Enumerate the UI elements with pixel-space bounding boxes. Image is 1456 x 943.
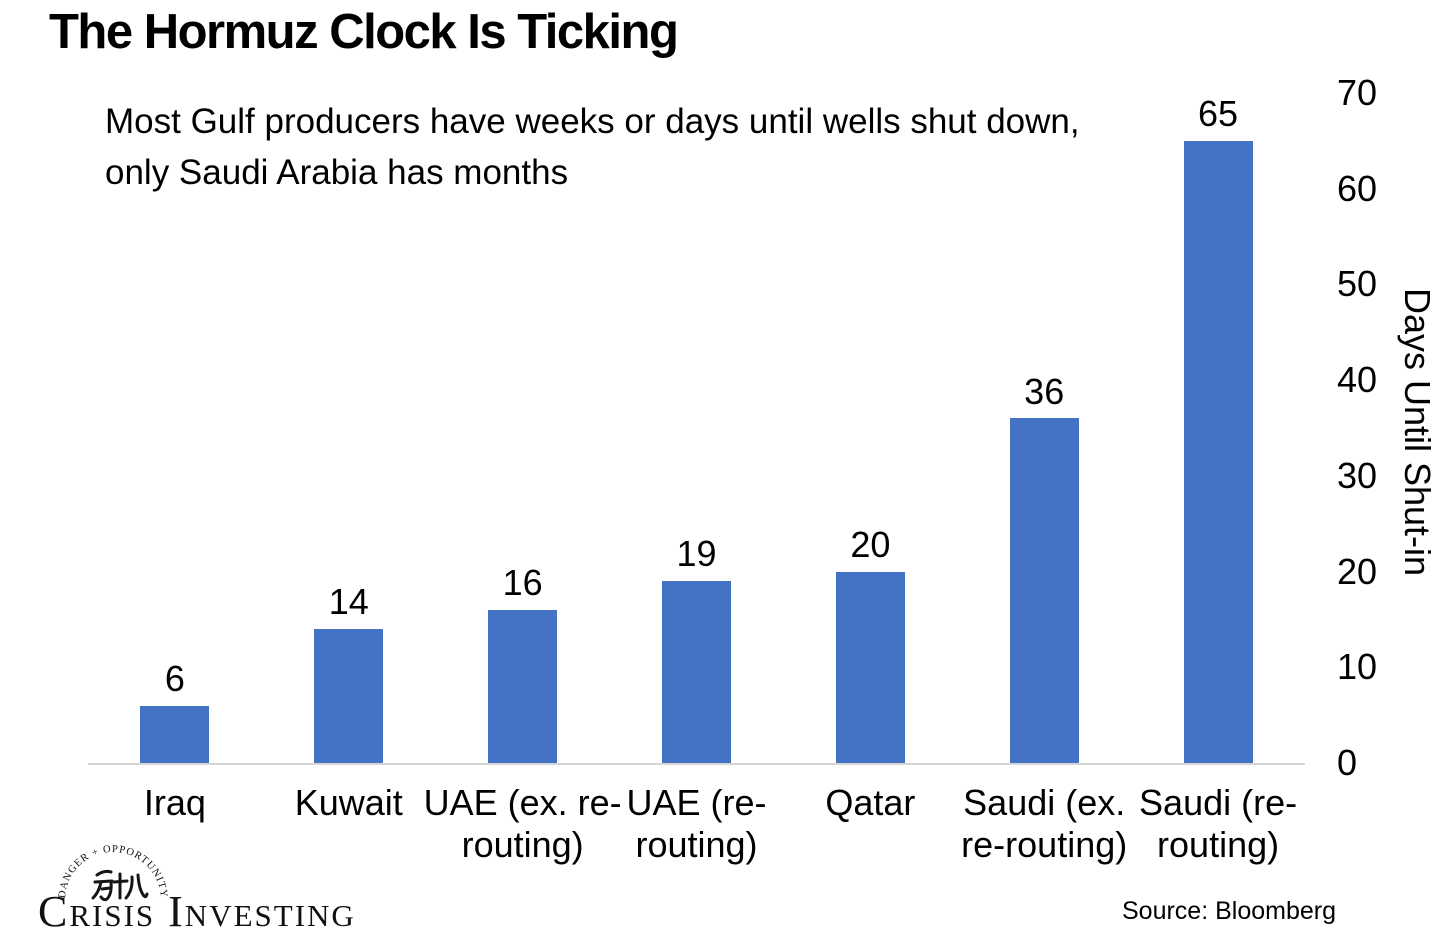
bar-kuwait xyxy=(314,629,384,763)
x-tick-label-qatar: Qatar xyxy=(825,782,916,823)
y-tick-label-70: 70 xyxy=(1337,72,1378,113)
chart-subtitle: Most Gulf producers have weeks or days u… xyxy=(105,96,1080,199)
value-label-saudi-ex-re-routing: 36 xyxy=(1024,370,1065,412)
x-tick-label-saudi-ex-re-routing: Saudi (ex. re-routing) xyxy=(961,782,1128,866)
bar-saudi-ex-re-routing xyxy=(1009,418,1079,763)
source-attribution: Source: Bloomberg xyxy=(1121,897,1336,925)
value-label-kuwait: 14 xyxy=(328,581,369,623)
logo-seal-icon: DANGER + OPPORTUNITY xyxy=(57,844,168,902)
crisis-investing-logo: DANGER + OPPORTUNITY Crisis Investing xyxy=(38,840,458,936)
value-label-saudi-re-routing: 65 xyxy=(1198,93,1239,135)
x-tick-label-uae-ex-re-routing: UAE (ex. re-routing) xyxy=(423,782,622,866)
y-tick-label-10: 10 xyxy=(1337,646,1378,688)
bar-saudi-re-routing xyxy=(1183,140,1253,763)
x-tick-label-saudi-re-routing: Saudi (re-routing) xyxy=(1139,782,1298,866)
x-tick-label-kuwait: Kuwait xyxy=(294,782,403,823)
x-axis-labels: Iraq Kuwait UAE (ex. re-routing) UAE (re-ro… xyxy=(0,782,1456,892)
bar-uae-re-routing xyxy=(662,581,731,763)
value-label-uae-ex-re-routing: 16 xyxy=(502,562,543,604)
value-label-iraq: 6 xyxy=(164,657,185,699)
y-tick-label-60: 60 xyxy=(1337,167,1378,209)
bar-uae-ex-re-routing xyxy=(488,609,558,763)
plot-area: 6 14 16 19 20 36 65 xyxy=(88,93,1305,765)
bar-qatar xyxy=(835,571,905,763)
bar-iraq xyxy=(140,705,210,763)
subtitle-line-2: only Saudi Arabia has months xyxy=(105,153,569,193)
y-tick-label-0: 0 xyxy=(1337,742,1358,783)
x-tick-label-uae-re-routing: UAE (re-routing) xyxy=(626,782,767,866)
x-tick-label-iraq: Iraq xyxy=(143,782,206,823)
chart-title: The Hormuz Clock Is Ticking xyxy=(49,5,679,59)
chinese-characters-weiji xyxy=(91,869,149,902)
logo-text: Crisis Investing xyxy=(38,887,356,936)
y-axis-title: Days Until Shut-in xyxy=(1397,287,1438,577)
subtitle-line-1: Most Gulf producers have weeks or days u… xyxy=(105,102,1080,141)
value-label-qatar: 20 xyxy=(850,523,891,565)
value-label-uae-re-routing: 19 xyxy=(676,533,717,575)
